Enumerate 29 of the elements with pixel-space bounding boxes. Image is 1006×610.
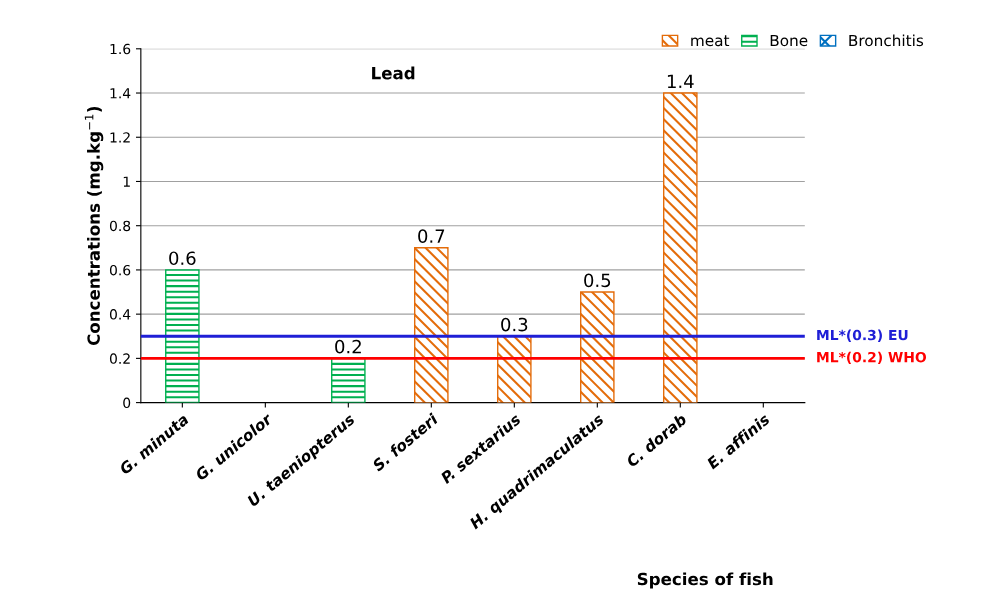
- y-tick-label: 0.4: [109, 309, 131, 320]
- bar: [414, 247, 449, 403]
- ref-line-label: ML*(0.2) WHO: [817, 351, 927, 365]
- bar: [580, 291, 615, 403]
- legend-label: Bronchitis: [849, 34, 924, 47]
- data-label: 0.5: [584, 273, 611, 288]
- legend-label: Bone: [770, 34, 808, 47]
- data-label: 1.4: [667, 74, 694, 88]
- y-tick-label: 1.4: [110, 88, 131, 99]
- y-tick-label: 0.2: [109, 353, 130, 364]
- x-axis-title: Species of fish: [637, 572, 773, 589]
- data-label: 0.3: [501, 317, 528, 332]
- data-label: 0.7: [418, 229, 445, 243]
- bar: [497, 335, 532, 403]
- y-tick-label: 1: [123, 176, 130, 187]
- data-label: 0.2: [335, 339, 361, 354]
- text: Lead: [372, 66, 415, 80]
- y-axis-title: Concentrations (mg.kg$^{−1}$): [84, 106, 104, 346]
- y-tick-label: 0.8: [109, 220, 131, 232]
- bar: [663, 92, 698, 403]
- bar: [331, 357, 366, 403]
- y-tick-label: 1.2: [110, 132, 130, 143]
- y-tick-label: 1.6: [110, 43, 131, 55]
- y-tick-label: 0.6: [109, 264, 131, 276]
- ref-line-label: ML*(0.3) EU: [817, 329, 908, 342]
- bar: [165, 269, 200, 403]
- data-label: 0.6: [169, 251, 196, 266]
- legend-label: meat: [691, 35, 730, 47]
- y-tick-label: 0: [123, 397, 131, 409]
